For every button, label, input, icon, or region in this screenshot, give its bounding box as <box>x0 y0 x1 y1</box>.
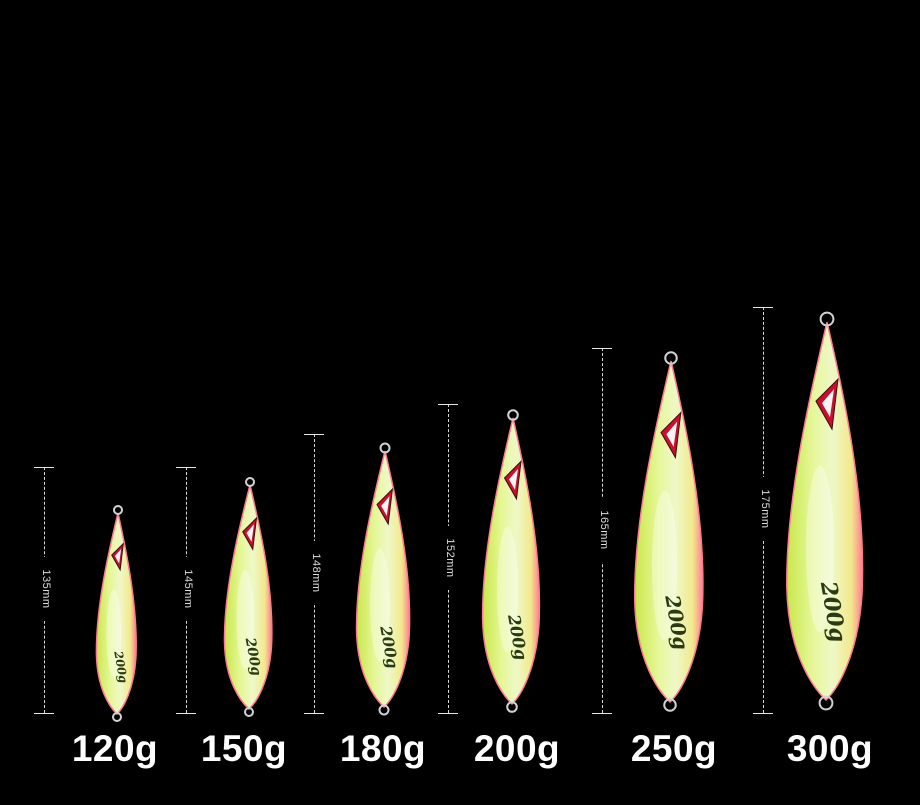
bottom-ring <box>663 698 677 712</box>
length-label: 152mm <box>444 525 456 590</box>
length-label: 148mm <box>310 540 322 605</box>
weight-label: 150g <box>200 728 288 769</box>
ruler-cap-bottom <box>176 713 196 714</box>
ruler-cap-bottom <box>753 713 773 714</box>
top-ring <box>379 442 391 454</box>
length-label: 165mm <box>598 497 610 562</box>
jig-lure-image: 200g <box>95 505 137 722</box>
top-ring <box>507 409 519 421</box>
weight-label: 200g <box>473 728 561 769</box>
jig-stamp: 200g <box>111 649 131 684</box>
bottom-ring <box>378 704 390 716</box>
ruler-cap-top <box>34 467 54 468</box>
jig-lure-image: 200g <box>633 351 704 712</box>
weight-label: 250g <box>630 728 718 769</box>
weight-label: 300g <box>786 728 874 769</box>
jig-body <box>786 321 864 702</box>
eye-decal-inner <box>822 389 834 418</box>
ruler-cap-bottom <box>304 713 324 714</box>
jig-lure-image: 200g <box>786 311 864 711</box>
jig-body <box>355 450 411 709</box>
bottom-ring <box>112 712 122 722</box>
jig-stamp: 200g <box>242 636 265 678</box>
top-ring <box>819 311 835 327</box>
jig-lure-image: 200g <box>223 477 273 717</box>
length-label: 135mm <box>40 557 52 621</box>
ruler-cap-bottom <box>34 713 54 714</box>
top-ring <box>245 477 255 487</box>
eye-decal-inner <box>246 524 254 542</box>
jig-highlight <box>497 526 518 653</box>
top-ring <box>664 351 678 365</box>
weight-label: 180g <box>339 728 427 769</box>
jig-lure-image: 200g <box>481 409 541 713</box>
eye-decal-inner <box>381 496 390 516</box>
eye-decal-inner <box>666 421 678 447</box>
bottom-ring <box>244 707 254 717</box>
jig-highlight <box>106 589 122 678</box>
jig-highlight <box>652 490 678 641</box>
ruler-cap-top <box>592 348 612 349</box>
ruler-cap-top <box>438 404 458 405</box>
ruler-cap-top <box>753 307 773 308</box>
jig-lure-image: 200g <box>355 442 411 716</box>
jig-body <box>633 360 704 704</box>
length-label: 175mm <box>759 477 771 541</box>
ruler-cap-bottom <box>438 713 458 714</box>
jig-highlight <box>236 570 254 669</box>
jig-highlight <box>370 548 390 661</box>
top-ring <box>113 505 123 515</box>
eye-decal-inner <box>509 468 518 490</box>
jig-highlight <box>806 465 834 632</box>
weight-label: 120g <box>71 728 159 769</box>
ruler-cap-top <box>304 434 324 435</box>
ruler-cap-bottom <box>592 713 612 714</box>
bottom-ring <box>818 695 834 711</box>
bottom-ring <box>506 701 518 713</box>
length-label: 145mm <box>182 557 194 621</box>
ruler-cap-top <box>176 467 196 468</box>
jig-body <box>481 417 541 706</box>
